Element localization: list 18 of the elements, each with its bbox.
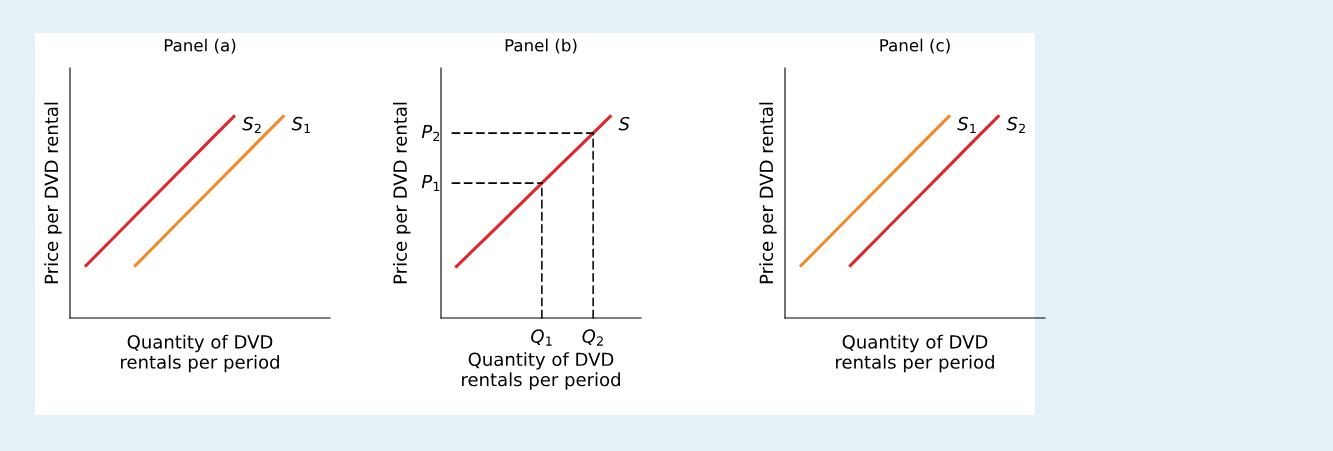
y-axis-title: Price per DVD rental: [44, 102, 62, 284]
series-label: S$_{2}$: [1006, 116, 1025, 134]
x-tick-label: Q$_{1}$: [531, 329, 552, 346]
y-axis-title: Price per DVD rental: [759, 102, 777, 284]
chart-title: Panel (c): [880, 38, 950, 54]
chart-title: Panel (b): [505, 38, 577, 54]
x-tick-label: Q$_{2}$: [582, 329, 603, 346]
chart-title: Panel (a): [164, 38, 236, 54]
x-axis-title: Quantity of DVD rentals per period: [462, 352, 620, 390]
series-label: S$_{2}$: [242, 116, 261, 134]
y-axis-title: Price per DVD rental: [392, 102, 411, 284]
x-axis-title: Quantity of DVD rentals per period: [836, 334, 994, 373]
series-label: S: [618, 116, 630, 131]
series-label: S$_{1}$: [291, 116, 311, 134]
annotation: P$_{1}$: [421, 174, 440, 192]
series-label: S$_{1}$: [957, 116, 976, 134]
annotation: P$_{2}$: [421, 124, 440, 142]
x-axis-title: Quantity of DVD rentals per period: [121, 334, 279, 373]
